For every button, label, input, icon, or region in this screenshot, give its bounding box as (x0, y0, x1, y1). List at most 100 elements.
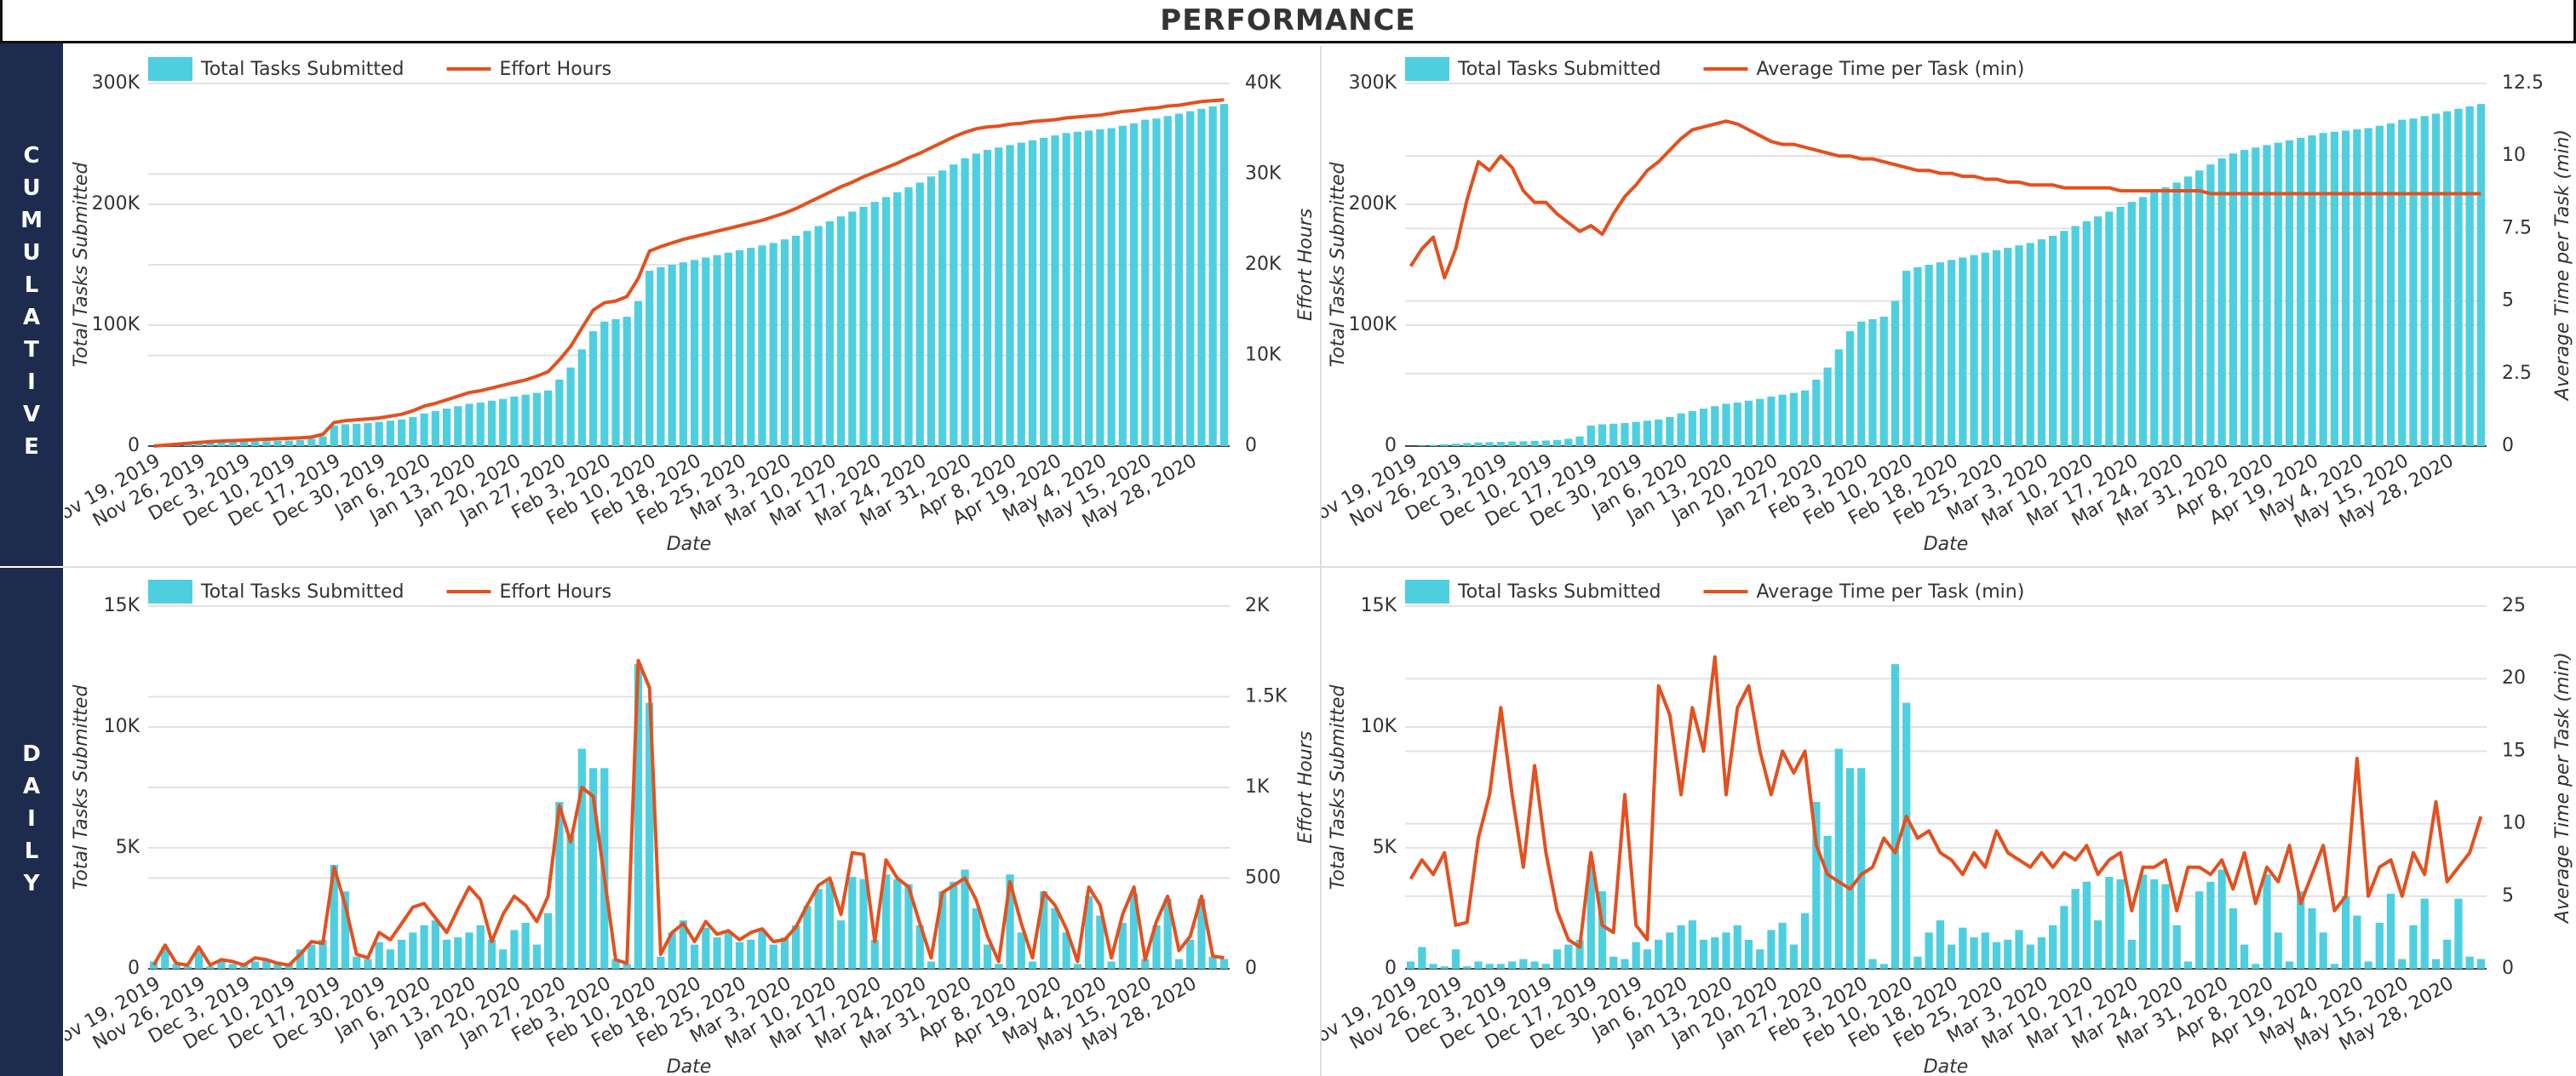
bar (611, 959, 620, 969)
bar (758, 930, 766, 969)
bar (2330, 964, 2339, 969)
bar (2297, 137, 2305, 446)
bar (983, 944, 992, 969)
bar (1609, 956, 1618, 969)
bar (2049, 235, 2057, 446)
bar (1474, 442, 1483, 446)
bar (375, 421, 383, 446)
bar (2116, 879, 2125, 969)
bar (521, 394, 530, 446)
bar (555, 802, 564, 969)
tick-label: 5K (1373, 837, 1397, 858)
bar (893, 192, 902, 447)
bar (2353, 915, 2361, 969)
bar (431, 410, 439, 446)
bar (1508, 441, 1517, 446)
bar (307, 438, 316, 446)
bar (1463, 966, 1472, 969)
bar (972, 153, 980, 447)
divider (63, 566, 2576, 568)
bar (995, 147, 1003, 446)
bar (1812, 379, 1821, 446)
bar (1655, 939, 1663, 969)
bar (1857, 768, 1866, 969)
bar (2105, 211, 2114, 446)
tick-label: 7.5 (2502, 217, 2532, 238)
bar (859, 879, 868, 969)
tick-label: 1K (1245, 776, 1270, 798)
bar (1598, 424, 1607, 446)
bar (735, 249, 744, 446)
bar (318, 939, 327, 969)
bar (1733, 924, 1741, 969)
bar (904, 187, 913, 446)
bar (262, 441, 271, 446)
bar (2319, 932, 2327, 969)
bar (1174, 959, 1184, 969)
bar (2206, 881, 2215, 969)
bar (1129, 123, 1139, 447)
bar (2229, 908, 2237, 969)
bar (2297, 891, 2305, 969)
bar (2037, 239, 2046, 446)
bar (792, 235, 800, 446)
bar (1219, 959, 1229, 969)
bar (398, 419, 406, 446)
bar (848, 211, 857, 446)
bar (2274, 932, 2282, 969)
bar (702, 257, 710, 446)
legend-item: Total Tasks Submitted (1405, 580, 1661, 604)
bar (2037, 937, 2046, 969)
bar (2071, 226, 2080, 446)
bar (161, 947, 169, 969)
bar (532, 392, 542, 446)
bar (273, 961, 282, 969)
bar (657, 956, 665, 969)
bar (2026, 944, 2034, 969)
line (1408, 655, 2483, 949)
y2-axis-title: Effort Hours (1295, 731, 1317, 844)
bar (1028, 961, 1037, 969)
bar (1163, 898, 1172, 969)
bar (194, 444, 204, 446)
bar (1609, 423, 1618, 446)
bar (2263, 145, 2271, 447)
legend-item: Total Tasks Submitted (1405, 57, 1661, 81)
bar (1778, 923, 1787, 969)
bar (1219, 104, 1229, 446)
bar (1643, 949, 1652, 969)
tick-label: 2K (1245, 595, 1270, 616)
bar (1463, 443, 1472, 446)
bar (2060, 906, 2068, 969)
bar (1564, 438, 1573, 446)
bar (442, 408, 451, 446)
legend-label: Average Time per Task (min) (1756, 59, 2024, 80)
bar (1756, 949, 1764, 969)
bar (611, 318, 620, 446)
bar (1129, 893, 1139, 969)
bar (1006, 145, 1014, 447)
tick-label: 10K (1361, 716, 1397, 737)
bar (848, 877, 857, 969)
x-axis-title: Date (667, 534, 712, 555)
bar (2386, 893, 2395, 969)
bar (1621, 423, 1629, 446)
bar (1586, 864, 1595, 969)
bar (983, 150, 992, 446)
bar (1902, 702, 1911, 969)
bar (420, 413, 428, 446)
bar (284, 440, 293, 446)
bar (239, 442, 249, 446)
bar (1925, 932, 1933, 969)
bar (566, 835, 575, 969)
bar (1197, 108, 1206, 446)
y-axis-title: Total Tasks Submitted (1328, 162, 1349, 368)
bar (577, 349, 586, 446)
y-axis-title: Total Tasks Submitted (1328, 684, 1349, 890)
y2-axis-title: Average Time per Task (min) (2552, 129, 2573, 402)
bar (454, 406, 462, 446)
bar (747, 248, 755, 446)
tick-label: 300K (92, 72, 141, 94)
